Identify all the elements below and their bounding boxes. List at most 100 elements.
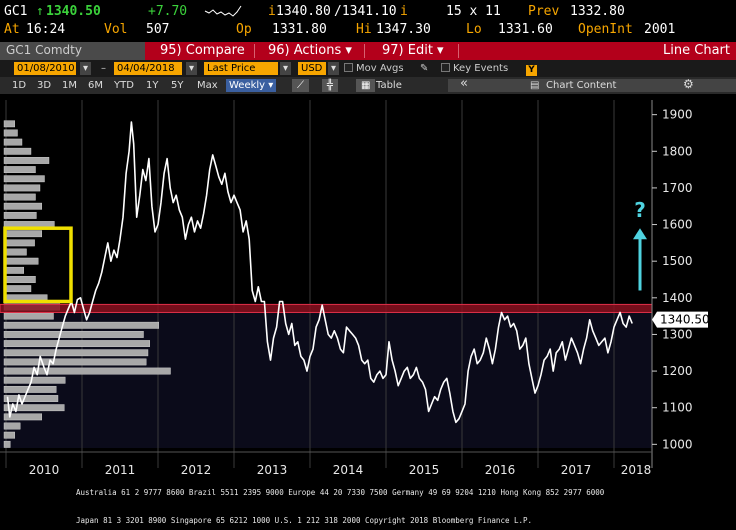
x-tick-label: 2010 bbox=[29, 463, 60, 477]
compare-menu[interactable]: 95) Compare bbox=[160, 43, 245, 58]
menu-divider bbox=[254, 44, 255, 58]
currency-select[interactable]: USD bbox=[298, 62, 326, 75]
mov-avgs-toggle[interactable]: Mov Avgs bbox=[344, 62, 404, 75]
date-separator: – bbox=[101, 63, 106, 74]
last-price-tag bbox=[652, 311, 708, 328]
mov-avgs-checkbox[interactable] bbox=[344, 63, 353, 72]
volume-bar bbox=[3, 175, 45, 183]
y-tick-label: 1900 bbox=[662, 108, 693, 122]
quote-header: GC1 ↑ 1340.50 +7.70 i 1340.80 /1341.10 i… bbox=[0, 0, 736, 42]
period-1d[interactable]: 1D bbox=[12, 80, 27, 91]
volume-bar bbox=[3, 376, 66, 384]
start-calendar-button[interactable]: ▾ bbox=[80, 62, 92, 75]
open-label: Op bbox=[236, 22, 252, 37]
y-tick-label: 1600 bbox=[662, 218, 693, 232]
volume-bar bbox=[3, 120, 16, 128]
settings-list-icon[interactable]: ▤ bbox=[530, 80, 540, 91]
chart-content-bar bbox=[448, 79, 736, 92]
volume-bar bbox=[3, 385, 57, 393]
volume-bar bbox=[3, 431, 16, 439]
crosshair-tool-icon[interactable]: ╬ bbox=[322, 79, 339, 92]
x-tick-label: 2015 bbox=[409, 463, 440, 477]
period-6m[interactable]: 6M bbox=[88, 80, 103, 91]
volume-bar bbox=[3, 367, 171, 375]
volume-bar bbox=[3, 340, 151, 347]
open-interest-label: OpenInt bbox=[578, 22, 633, 37]
chart-content-button[interactable]: Chart Content bbox=[546, 80, 617, 91]
end-date-field[interactable]: 04/04/2018 bbox=[114, 62, 182, 75]
edit-menu[interactable]: 97) Edit ▾ bbox=[382, 43, 444, 58]
price-chart[interactable]: 1000 1100 1200 1300 1400 1500 1600 1700 1800 1900… bbox=[0, 94, 736, 530]
frequency-select[interactable]: Weekly ▾ bbox=[226, 79, 277, 92]
x-tick-label: 2011 bbox=[105, 463, 136, 477]
y-axis: 1000 1100 1200 1300 1400 1500 1600 1700 1800 1900… bbox=[651, 100, 710, 468]
period-1y[interactable]: 1Y bbox=[146, 80, 159, 91]
volume-bar bbox=[3, 358, 147, 366]
y-tick-label: 1500 bbox=[662, 254, 693, 268]
footer-contacts-line-2: Japan 81 3 3201 8900 Singapore 65 6212 1… bbox=[76, 516, 533, 525]
period-3d[interactable]: 3D bbox=[37, 80, 52, 91]
y-tick-label: 1100 bbox=[662, 401, 693, 415]
mov-avgs-label: Mov Avgs bbox=[356, 63, 404, 74]
volume-bar bbox=[3, 422, 21, 430]
menu-bar: GC1 Comdty 95) Compare 96) Actions ▾ 97)… bbox=[0, 42, 736, 60]
volume-bar bbox=[3, 285, 32, 293]
key-events-toggle[interactable]: Key Events bbox=[441, 62, 508, 75]
x-axis: 2010 2011 2012 2013 2014 2015 2016 2017 2018 bbox=[0, 451, 652, 477]
security-field[interactable]: GC1 Comdty bbox=[0, 42, 145, 60]
actions-menu[interactable]: 96) Actions ▾ bbox=[268, 43, 352, 58]
time-value: 16:24 bbox=[26, 22, 66, 37]
table-button[interactable]: Table bbox=[376, 80, 402, 91]
menu-divider bbox=[364, 44, 365, 58]
chart-name[interactable]: Line Chart bbox=[646, 42, 736, 60]
currency-dropdown[interactable]: ▾ bbox=[328, 62, 340, 75]
table-icon[interactable]: ▦ bbox=[356, 79, 376, 92]
start-date-field[interactable]: 01/08/2010 bbox=[14, 62, 76, 75]
key-events-badge[interactable]: Y bbox=[526, 62, 537, 76]
volume-bar bbox=[3, 266, 24, 274]
y-tick-label: 1000 bbox=[662, 437, 693, 451]
footer-contacts-line-1: Australia 61 2 9777 8600 Brazil 5511 239… bbox=[76, 488, 605, 497]
volume-bar bbox=[3, 129, 18, 137]
key-events-checkbox[interactable] bbox=[441, 63, 450, 72]
high-label: Hi bbox=[356, 22, 372, 37]
y-badge-icon: Y bbox=[526, 65, 537, 76]
bid-price: 1340.80 bbox=[276, 4, 331, 19]
x-tick-label: 2013 bbox=[257, 463, 288, 477]
volume-bar bbox=[3, 230, 42, 238]
volume-bar bbox=[3, 331, 144, 338]
low-label: Lo bbox=[466, 22, 482, 37]
volume-bar bbox=[3, 413, 42, 421]
collapse-icon[interactable]: « bbox=[460, 76, 468, 91]
period-5y[interactable]: 5Y bbox=[171, 80, 184, 91]
ticker[interactable]: GC1 bbox=[4, 4, 28, 19]
gear-icon[interactable]: ⚙ bbox=[683, 77, 694, 91]
volume-bar bbox=[3, 184, 41, 192]
chart-area: 1000 1100 1200 1300 1400 1500 1600 1700 1800 1900… bbox=[0, 94, 736, 530]
pencil-icon[interactable]: ✎ bbox=[420, 63, 429, 74]
price-line bbox=[6, 121, 633, 424]
sparkline-icon bbox=[204, 5, 242, 17]
x-tick-label: 2016 bbox=[485, 463, 516, 477]
annotations: ? bbox=[3, 198, 647, 304]
price-field-select[interactable]: Last Price bbox=[204, 62, 278, 75]
volume-bar bbox=[3, 239, 35, 247]
y-tick-label: 1300 bbox=[662, 327, 693, 341]
low-value: 1331.60 bbox=[498, 22, 553, 37]
prev-label: Prev bbox=[528, 4, 560, 19]
y-tick-label: 1700 bbox=[662, 181, 693, 195]
volume-bar bbox=[3, 202, 42, 210]
x-tick-label: 2017 bbox=[561, 463, 592, 477]
last-price: 1340.50 bbox=[46, 4, 101, 19]
ask-indicator: i bbox=[400, 4, 408, 19]
volume-bar bbox=[3, 257, 39, 265]
volume-bar bbox=[3, 404, 65, 412]
end-calendar-button[interactable]: ▾ bbox=[186, 62, 198, 75]
up-arrow-icon: ↑ bbox=[36, 4, 44, 19]
period-1m[interactable]: 1M bbox=[62, 80, 77, 91]
price-field-dropdown[interactable]: ▾ bbox=[280, 62, 292, 75]
line-tool-icon[interactable]: ⟋ bbox=[292, 79, 309, 92]
period-ytd[interactable]: YTD bbox=[114, 80, 134, 91]
period-max[interactable]: Max bbox=[197, 80, 218, 91]
highlight-box bbox=[3, 226, 73, 304]
